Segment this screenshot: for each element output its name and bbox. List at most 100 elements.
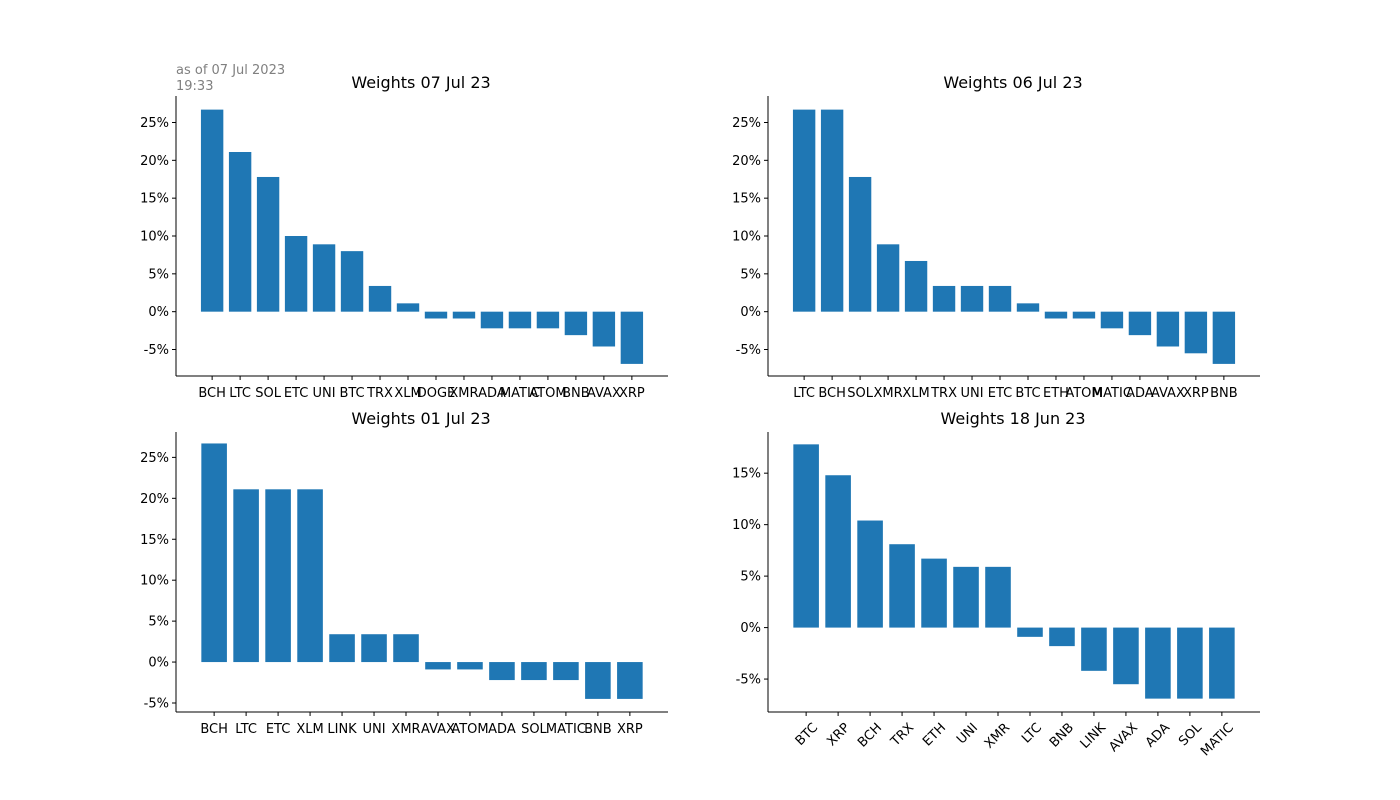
- y-tick-label: 15%: [732, 192, 761, 207]
- x-tick-label: BTC: [1015, 386, 1040, 401]
- bar-matic: [553, 662, 579, 681]
- x-tick-label: BNB: [1210, 386, 1238, 401]
- bar-matic: [508, 311, 532, 329]
- bar-sol: [1177, 627, 1203, 699]
- bar-ada: [489, 662, 515, 681]
- bar-sol: [256, 176, 280, 312]
- x-tick-label: XMR: [874, 386, 903, 401]
- x-tick-label: ADA: [488, 722, 516, 737]
- y-tick-label: 25%: [140, 116, 169, 131]
- bar-ada: [1128, 311, 1152, 336]
- y-tick-label: 5%: [740, 570, 761, 585]
- bar-etc: [284, 236, 308, 312]
- bar-bch: [857, 520, 883, 628]
- bar-bnb: [585, 662, 611, 699]
- bar-uni: [960, 285, 984, 312]
- bar-bch: [201, 443, 227, 663]
- x-tick-label: AVAX: [587, 386, 621, 401]
- bar-btc: [1016, 303, 1040, 312]
- y-tick-label: 10%: [732, 518, 761, 533]
- bar-xmr: [985, 566, 1011, 628]
- x-tick-label: LINK: [327, 722, 357, 737]
- x-tick-label: MATIC: [546, 722, 586, 737]
- x-tick-label: UNI: [362, 722, 385, 737]
- bar-btc: [340, 251, 364, 312]
- x-tick-label: MATIC: [1092, 386, 1132, 401]
- bar-matic: [1100, 311, 1124, 329]
- x-tick-label: ETC: [266, 722, 290, 737]
- bar-ltc: [233, 489, 259, 663]
- y-tick-label: 10%: [140, 574, 169, 589]
- x-tick-label: ADA: [1126, 386, 1154, 401]
- y-tick-label: 20%: [732, 154, 761, 169]
- bar-xlm: [396, 303, 420, 312]
- y-tick-label: 15%: [140, 192, 169, 207]
- bar-xmr: [876, 244, 900, 312]
- bar-eth: [1044, 311, 1068, 319]
- subplot-weights-01-jul-23: Weights 01 Jul 23 -5% 0% 5% 10% 15% 20% 25% BC…: [140, 409, 668, 737]
- bar-ada: [480, 311, 504, 329]
- bar-ltc: [1017, 627, 1043, 637]
- y-tick-label: 15%: [140, 533, 169, 548]
- bar-etc: [988, 285, 1012, 312]
- bar-xmr: [452, 311, 476, 319]
- y-tick-label: 0%: [740, 621, 761, 636]
- bar-xrp: [617, 662, 643, 699]
- bar-link: [329, 634, 355, 663]
- x-tick-label: XLM: [296, 722, 323, 737]
- bar-bch: [820, 109, 844, 312]
- x-tick-label: DOGE: [417, 386, 456, 401]
- x-tick-label: MATIC: [500, 386, 540, 401]
- y-tick-label: -5%: [736, 343, 761, 358]
- x-tick-label: BNB: [584, 722, 612, 737]
- bar-avax: [592, 311, 616, 347]
- y-tick-label: 25%: [732, 116, 761, 131]
- x-tick-label: LTC: [793, 386, 815, 401]
- x-tick-label: SOL: [255, 386, 281, 401]
- x-tick-label: AVAX: [1151, 386, 1185, 401]
- x-tick-label: AVAX: [421, 722, 455, 737]
- chart-title: Weights 01 Jul 23: [351, 409, 490, 428]
- chart-title: Weights 18 Jun 23: [940, 409, 1085, 428]
- y-tick-label: -5%: [736, 673, 761, 688]
- y-tick-label: 20%: [140, 154, 169, 169]
- x-tick-label: XMR: [449, 386, 478, 401]
- bar-sol: [521, 662, 547, 681]
- bar-btc: [793, 444, 819, 628]
- x-tick-label: ATOM: [1065, 386, 1102, 401]
- bar-uni: [361, 634, 387, 663]
- bar-xrp: [1184, 311, 1208, 354]
- bar-uni: [953, 566, 979, 628]
- x-tick-label: ADA: [478, 386, 506, 401]
- y-tick-label: 20%: [140, 492, 169, 507]
- y-tick-label: 5%: [740, 267, 761, 282]
- x-tick-label: BCH: [200, 722, 228, 737]
- x-tick-label: ATOM: [529, 386, 566, 401]
- bar-bnb: [1049, 627, 1075, 647]
- bar-ada: [1145, 627, 1171, 699]
- y-tick-label: 15%: [732, 467, 761, 482]
- y-tick-label: 0%: [148, 656, 169, 671]
- bar-avax: [1113, 627, 1139, 685]
- bar-atom: [536, 311, 560, 329]
- bar-ltc: [792, 109, 816, 312]
- as-of-annotation-time: 19:33: [176, 79, 213, 94]
- x-tick-label: BNB: [562, 386, 590, 401]
- bar-xrp: [620, 311, 644, 364]
- subplot-weights-06-jul-23: Weights 06 Jul 23 -5% 0% 5% 10% 15% 20% 25% LT…: [732, 73, 1260, 401]
- x-tick-label: XMR: [391, 722, 420, 737]
- x-tick-label: ETH: [1043, 386, 1069, 401]
- x-tick-label: UNI: [313, 386, 336, 401]
- y-tick-label: 5%: [148, 615, 169, 630]
- subplot-weights-07-jul-23: Weights 07 Jul 23 -5% 0% 5% 10% 15% 20% 25% BC…: [140, 73, 668, 401]
- x-tick-label: LTC: [229, 386, 251, 401]
- bar-eth: [921, 558, 947, 628]
- bar-bnb: [564, 311, 588, 336]
- bar-bnb: [1212, 311, 1236, 364]
- x-tick-label: TRX: [366, 386, 393, 401]
- bar-avax: [425, 662, 451, 670]
- bar-xlm: [904, 260, 928, 312]
- x-tick-label: SOL: [847, 386, 873, 401]
- bar-sol: [848, 176, 872, 312]
